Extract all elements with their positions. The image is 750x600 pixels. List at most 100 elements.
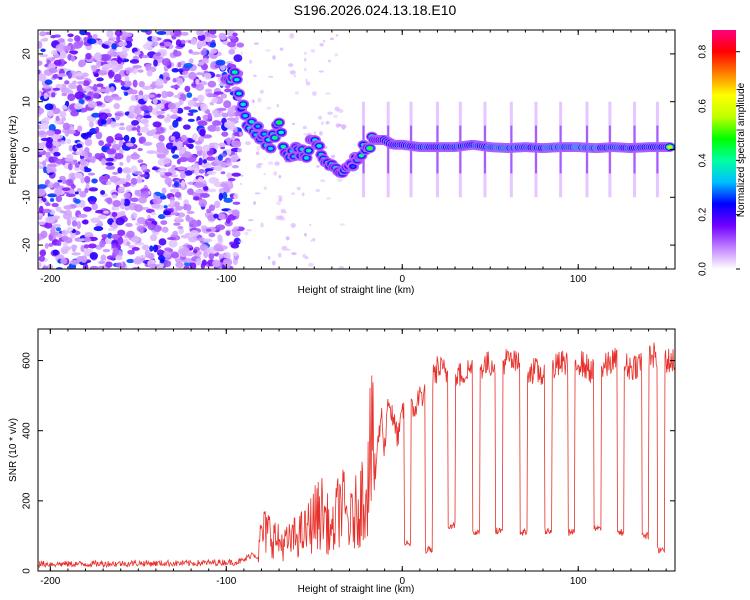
noise-speck bbox=[200, 103, 208, 112]
noise-speck bbox=[165, 142, 175, 150]
noise-speck bbox=[73, 41, 83, 49]
noise-speck bbox=[227, 177, 236, 182]
sparse-speck bbox=[290, 222, 296, 228]
noise-speck bbox=[160, 220, 168, 225]
noise-speck bbox=[220, 171, 226, 175]
noise-speck bbox=[161, 90, 168, 99]
sparse-speck bbox=[288, 35, 295, 39]
noise-speck bbox=[187, 188, 194, 196]
track-blob bbox=[243, 114, 248, 118]
track-blob bbox=[255, 124, 260, 128]
noise-speck bbox=[131, 127, 138, 131]
noise-speck bbox=[218, 32, 227, 40]
noise-speck bbox=[233, 54, 243, 63]
noise-speck bbox=[180, 134, 188, 142]
noise-speck bbox=[177, 166, 186, 171]
noise-speck bbox=[49, 197, 55, 202]
noise-speck bbox=[66, 129, 76, 135]
sparse-speck bbox=[310, 49, 316, 53]
noise-speck bbox=[173, 222, 181, 226]
noise-speck bbox=[76, 71, 83, 77]
noise-speck bbox=[82, 86, 92, 92]
noise-speck bbox=[119, 210, 126, 217]
noise-speck bbox=[89, 120, 94, 128]
noise-speck bbox=[44, 243, 49, 249]
noise-speck bbox=[231, 228, 237, 233]
noise-speck bbox=[74, 35, 81, 42]
snr-series-line bbox=[38, 342, 675, 569]
track-blob bbox=[262, 132, 267, 136]
track-blob bbox=[304, 156, 309, 160]
sparse-speck bbox=[318, 70, 324, 73]
noise-speck bbox=[89, 200, 96, 205]
noise-speck bbox=[180, 171, 186, 179]
noise-speck bbox=[38, 261, 42, 269]
noise-speck bbox=[84, 175, 91, 184]
noise-speck bbox=[115, 262, 123, 268]
spectrogram-x-tick-label: -100 bbox=[216, 274, 236, 285]
noise-speck bbox=[224, 121, 232, 128]
noise-speck bbox=[172, 154, 180, 159]
noise-speck bbox=[195, 78, 200, 85]
noise-speck bbox=[112, 171, 119, 175]
noise-speck bbox=[164, 172, 173, 177]
sparse-speck bbox=[329, 37, 334, 41]
noise-speck bbox=[190, 51, 201, 55]
noise-speck bbox=[43, 92, 49, 100]
noise-speck bbox=[207, 112, 212, 120]
noise-speck bbox=[65, 100, 70, 107]
noise-speck bbox=[198, 169, 205, 174]
noise-speck bbox=[53, 151, 61, 157]
noise-speck bbox=[48, 234, 53, 242]
noise-speck bbox=[133, 107, 142, 115]
noise-speck bbox=[68, 82, 76, 90]
noise-speck bbox=[155, 193, 165, 197]
noise-speck bbox=[135, 222, 140, 226]
noise-speck bbox=[38, 40, 43, 49]
noise-speck bbox=[144, 110, 150, 114]
sparse-speck bbox=[294, 91, 299, 95]
sparse-speck bbox=[277, 252, 282, 258]
noise-speck bbox=[83, 206, 92, 212]
noise-speck bbox=[187, 112, 194, 116]
noise-speck bbox=[48, 242, 54, 248]
sparse-speck bbox=[253, 42, 259, 45]
noise-speck bbox=[44, 31, 51, 36]
noise-speck bbox=[125, 124, 134, 132]
noise-speck bbox=[136, 216, 145, 225]
noise-speck bbox=[84, 139, 93, 147]
noise-speck bbox=[67, 71, 73, 79]
noise-speck bbox=[61, 235, 69, 242]
noise-speck bbox=[184, 85, 191, 93]
snr-frame bbox=[37, 328, 676, 572]
noise-speck bbox=[220, 183, 229, 188]
noise-speck bbox=[84, 31, 91, 36]
noise-speck bbox=[99, 239, 106, 248]
noise-speck bbox=[71, 204, 77, 209]
noise-speck bbox=[215, 59, 226, 66]
noise-speck bbox=[223, 197, 233, 203]
noise-speck bbox=[209, 41, 217, 48]
noise-speck bbox=[159, 195, 167, 200]
noise-speck bbox=[167, 167, 174, 174]
sparse-speck bbox=[320, 121, 324, 126]
noise-speck bbox=[217, 234, 223, 242]
snr-dip-point bbox=[406, 542, 409, 544]
noise-speck bbox=[42, 85, 52, 89]
noise-speck bbox=[110, 121, 117, 128]
noise-speck bbox=[155, 110, 165, 115]
noise-speck bbox=[74, 191, 79, 195]
noise-speck bbox=[76, 255, 85, 262]
spectrogram-y-tick-label: 10 bbox=[22, 96, 33, 108]
noise-speck bbox=[221, 131, 229, 137]
colorbar-label: Normalized spectral amplitude bbox=[736, 82, 747, 217]
noise-speck bbox=[234, 116, 240, 121]
noise-speck bbox=[209, 246, 215, 254]
noise-speck bbox=[123, 91, 129, 96]
noise-speck bbox=[38, 107, 45, 115]
spectrogram-y-tick-label: -20 bbox=[22, 237, 33, 252]
noise-speck bbox=[88, 91, 94, 95]
noise-speck bbox=[78, 61, 85, 68]
noise-speck bbox=[140, 30, 149, 33]
